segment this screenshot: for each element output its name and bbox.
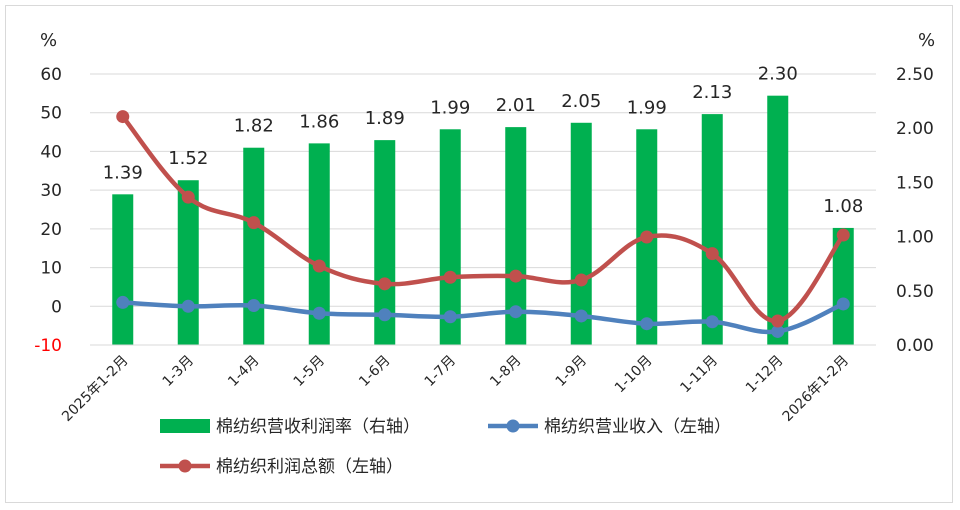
axes: 60 50 40 30 20 10 0 -10 2.50 2.00 1.50 1.00 0.50 0.00…	[34, 30, 935, 425]
profit-point	[771, 314, 785, 328]
x-tick-label: 1-7月	[422, 353, 459, 390]
bar	[308, 143, 330, 345]
revenue-point	[116, 295, 130, 309]
right-tick-label: 1.00	[896, 228, 934, 248]
profit-point	[509, 269, 523, 283]
profit-point	[378, 277, 392, 291]
data-labels: 1.39 1.52 1.82 1.86 1.89 1.99 2.01 2.05 1.99 2.13…	[103, 64, 864, 217]
x-tick-label: 1-6月	[356, 353, 393, 390]
profit-point	[181, 190, 195, 204]
bar	[112, 194, 134, 345]
bar	[374, 140, 396, 345]
bar-data-label: 1.99	[430, 97, 470, 118]
revenue-point	[836, 297, 850, 311]
bar	[832, 227, 854, 345]
legend: 棉纺织营收利润率（右轴） 棉纺织营业收入（左轴） 棉纺织利润总额（左轴）	[160, 417, 731, 477]
left-tick-label: 10	[40, 259, 62, 279]
profit-series-line	[120, 114, 846, 324]
bar-data-label: 1.86	[299, 111, 339, 132]
x-tick-label: 1-10月	[612, 353, 656, 397]
x-tick-label: 1-4月	[225, 353, 262, 390]
line-series	[116, 110, 850, 338]
x-tick-label: 1-12月	[743, 353, 787, 397]
left-tick-label: 40	[40, 142, 62, 162]
legend-label: 棉纺织营业收入（左轴）	[544, 417, 731, 437]
revenue-point	[443, 310, 457, 324]
bar-data-label: 2.13	[692, 82, 732, 103]
revenue-point	[705, 315, 719, 329]
bar	[505, 127, 527, 345]
revenue-point	[574, 309, 588, 323]
x-tick-label: 1-9月	[553, 353, 590, 390]
profit-point	[312, 259, 326, 273]
left-tick-label: -10	[34, 336, 62, 356]
bar	[243, 147, 265, 345]
bar-data-label: 1.52	[168, 148, 208, 169]
profit-point	[640, 230, 654, 244]
bar-data-label: 2.01	[496, 95, 536, 116]
x-tick-label: 1-11月	[677, 353, 721, 397]
bar-data-label: 1.99	[627, 97, 667, 118]
legend-swatch-bar	[160, 419, 210, 433]
x-tick-label: 1-5月	[291, 353, 328, 390]
left-axis-unit: %	[40, 30, 57, 51]
left-tick-label: 20	[40, 220, 62, 240]
left-tick-label: 60	[40, 65, 62, 85]
revenue-point	[771, 324, 785, 338]
bar-data-label: 1.82	[234, 116, 274, 137]
revenue-point	[247, 299, 261, 313]
x-tick-label: 2026年1-2月	[780, 353, 852, 425]
chart-frame	[5, 5, 953, 503]
left-tick-label: 50	[40, 104, 62, 124]
x-tick-label: 2025年1-2月	[59, 353, 131, 425]
x-tick-label: 1-8月	[487, 353, 524, 390]
right-tick-label: 0.50	[896, 282, 934, 302]
revenue-point	[378, 308, 392, 322]
profit-point	[705, 247, 719, 261]
bar-data-label: 1.39	[103, 162, 143, 183]
bar-data-label: 2.30	[758, 64, 798, 85]
revenue-point	[181, 299, 195, 313]
legend-label: 棉纺织利润总额（左轴）	[216, 457, 403, 477]
bar	[767, 95, 789, 346]
right-tick-label: 2.50	[896, 65, 934, 85]
bar	[701, 114, 723, 345]
bar	[570, 122, 592, 345]
legend-label: 棉纺织营收利润率（右轴）	[216, 417, 420, 437]
x-tick-label: 1-3月	[160, 353, 197, 390]
right-axis-unit: %	[918, 30, 935, 51]
profit-point	[247, 216, 261, 230]
revenue-point	[509, 305, 523, 319]
right-tick-label: 0.00	[896, 336, 934, 356]
left-tick-label: 30	[40, 181, 62, 201]
bar-data-label: 1.08	[823, 196, 863, 217]
right-tick-label: 1.50	[896, 173, 934, 193]
right-tick-label: 2.00	[896, 119, 934, 139]
revenue-series-line	[120, 300, 846, 335]
revenue-point	[312, 306, 326, 320]
profit-point	[116, 110, 130, 124]
left-tick-label: 0	[51, 297, 62, 317]
profit-point	[443, 270, 457, 284]
legend-swatch-marker	[178, 459, 192, 473]
profit-point	[574, 273, 588, 287]
legend-swatch-marker	[506, 419, 520, 433]
profit-point	[836, 228, 850, 242]
revenue-point	[640, 317, 654, 331]
bar-data-label: 1.89	[365, 108, 405, 129]
bar-data-label: 2.05	[561, 91, 601, 112]
bar	[439, 129, 461, 345]
